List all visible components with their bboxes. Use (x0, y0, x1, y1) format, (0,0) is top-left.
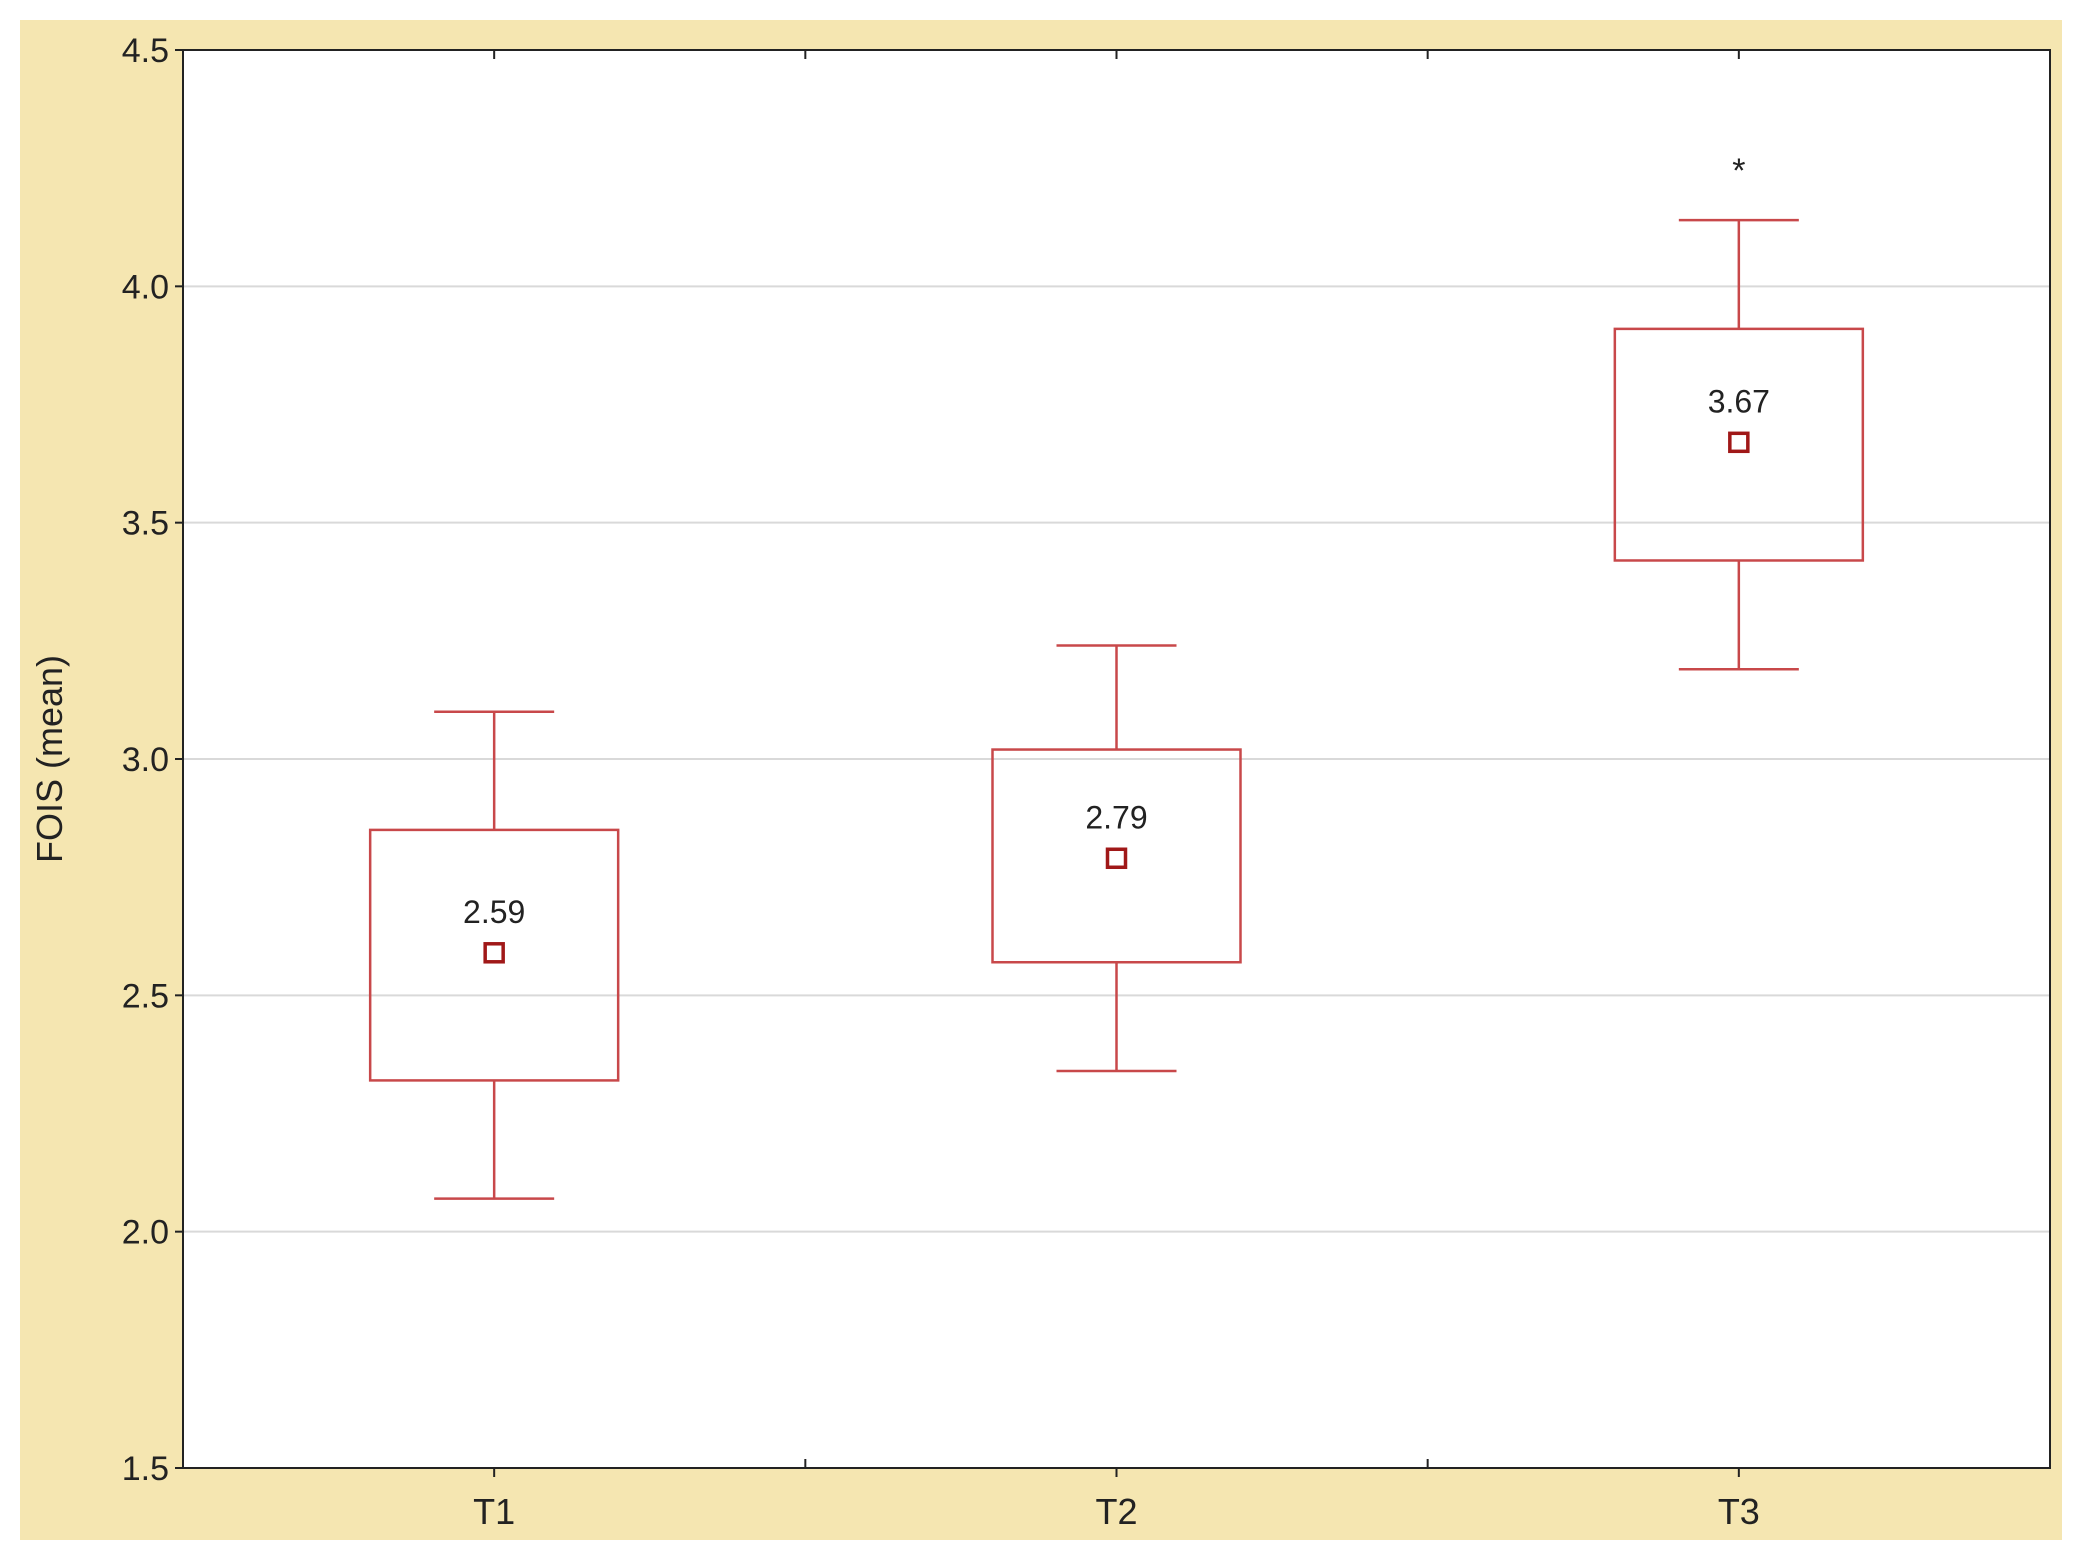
y-tick-label: 1.5 (122, 1450, 169, 1488)
mean-marker (1728, 431, 1750, 454)
box-rect (1613, 327, 1865, 562)
box-group-t1: 2.59 (368, 710, 620, 1200)
mean-marker (483, 942, 505, 964)
boxes: 2.59 2.79 3.67 * (368, 152, 1865, 1200)
x-tick-label: T1 (473, 1491, 515, 1532)
box-group-t2: 2.79 (991, 644, 1242, 1073)
y-axis-label: FOIS (mean) (29, 655, 70, 863)
mean-label: 2.79 (1085, 799, 1147, 835)
mean-label: 2.59 (463, 894, 525, 930)
y-tick-label: 4.0 (122, 268, 169, 306)
y-tick-label: 4.5 (122, 32, 169, 70)
y-tick-label: 2.0 (122, 1214, 169, 1252)
mean-label: 3.67 (1708, 383, 1770, 419)
y-tick-label: 3.0 (122, 741, 169, 779)
box-group-t3: 3.67 * (1613, 152, 1865, 671)
significance-annotation: * (1732, 152, 1745, 190)
box-rect (991, 748, 1242, 964)
box-rect (368, 828, 620, 1082)
axes: 1.5 2.0 2.5 3.0 3.5 4.0 4.5 T1 T2 T3 (122, 32, 2051, 1532)
x-tick-label: T2 (1095, 1491, 1137, 1532)
y-tick-label: 2.5 (122, 977, 169, 1015)
x-tick-label: T3 (1718, 1491, 1760, 1532)
mean-marker (1105, 847, 1128, 870)
y-tick-label: 3.5 (122, 505, 169, 543)
